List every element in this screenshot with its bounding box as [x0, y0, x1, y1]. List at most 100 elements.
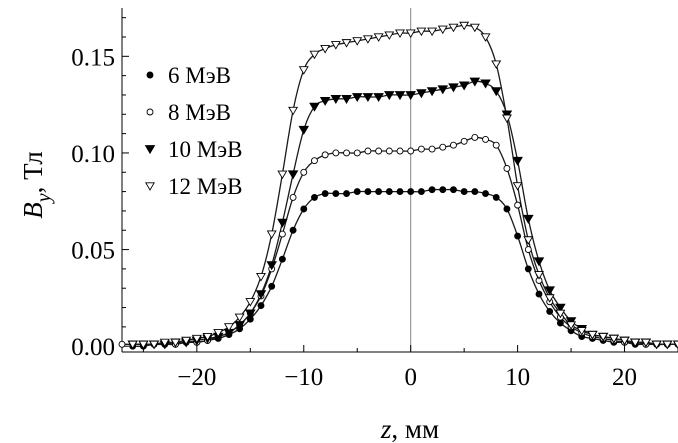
data-point-series-2 — [385, 147, 393, 155]
x-axis-title-unit: , мм — [391, 414, 439, 443]
data-point-series-1 — [407, 188, 415, 196]
x-tick-label: −20 — [177, 364, 216, 391]
data-point-series-4 — [416, 27, 427, 37]
data-point-series-1 — [417, 188, 425, 196]
data-point-series-4 — [630, 338, 641, 348]
data-point-series-1 — [471, 188, 479, 196]
data-point-series-2 — [439, 143, 447, 151]
data-point-series-3 — [319, 96, 331, 106]
data-point-series-4 — [256, 273, 266, 282]
data-point-series-3 — [362, 93, 374, 103]
data-point-series-1 — [546, 307, 554, 315]
data-point-series-4 — [469, 23, 480, 33]
data-point-series-3 — [298, 125, 310, 135]
x-tick-label: 20 — [612, 364, 637, 391]
data-point-series-4 — [512, 182, 523, 191]
data-point-series-2 — [460, 137, 468, 145]
y-tick-label: 0.00 — [71, 334, 115, 361]
data-point-series-4 — [127, 340, 138, 350]
axis-titles: z, мм By, Тл — [18, 151, 439, 443]
data-point-series-3 — [490, 87, 502, 97]
data-point-series-1 — [428, 186, 436, 194]
x-tick-label: 0 — [404, 364, 417, 391]
data-point-series-2 — [332, 149, 340, 157]
data-point-series-1 — [524, 265, 532, 273]
data-point-series-4 — [330, 41, 341, 50]
data-point-series-2 — [407, 147, 415, 155]
legend-label-2: 8 МэВ — [168, 100, 231, 125]
data-point-series-4 — [309, 50, 320, 60]
y-axis-title-sub: y — [33, 193, 55, 204]
fit-curve-4 — [132, 24, 678, 346]
data-point-series-4 — [245, 298, 256, 307]
data-point-series-4 — [138, 340, 149, 350]
data-point-series-3 — [373, 93, 384, 103]
legend-marker-3 — [144, 145, 156, 155]
data-point-series-1 — [396, 188, 404, 196]
data-point-series-3 — [266, 261, 277, 271]
data-point-series-1 — [503, 205, 511, 213]
data-point-series-4 — [234, 313, 245, 323]
data-point-series-2 — [289, 193, 297, 201]
legend-marker-1 — [146, 71, 154, 79]
data-point-series-3 — [416, 89, 427, 99]
data-point-series-4 — [640, 338, 651, 348]
data-point-series-3 — [405, 91, 416, 101]
data-point-series-4 — [373, 33, 384, 42]
data-point-series-2 — [450, 141, 457, 149]
data-point-series-2 — [471, 134, 479, 141]
data-point-series-4 — [213, 329, 224, 338]
data-point-series-4 — [384, 31, 395, 40]
data-point-series-4 — [202, 332, 213, 342]
data-point-series-1 — [364, 188, 372, 196]
data-point-series-4 — [170, 338, 181, 348]
data-point-series-3 — [394, 91, 406, 101]
data-point-series-4 — [501, 114, 512, 124]
y-tick-label: 0.05 — [71, 238, 115, 265]
data-point-series-4 — [352, 37, 363, 46]
data-point-series-1 — [332, 190, 340, 197]
data-point-series-4 — [523, 236, 534, 245]
data-point-series-3 — [523, 214, 534, 224]
legend-marker-4 — [145, 182, 155, 191]
data-point-series-1 — [375, 188, 383, 196]
y-axis-title-var: B — [18, 202, 48, 219]
data-markers — [118, 21, 678, 350]
data-point-series-2 — [417, 145, 425, 153]
data-point-series-3 — [277, 218, 288, 228]
data-point-series-4 — [480, 33, 491, 42]
data-point-series-1 — [450, 186, 457, 194]
data-point-series-4 — [662, 340, 673, 350]
axes: −20 −10 0 10 20 0.00 0.05 0.10 0.15 — [71, 8, 678, 391]
data-point-series-3 — [469, 77, 481, 87]
data-point-series-3 — [330, 95, 342, 104]
data-point-series-4 — [651, 340, 662, 350]
data-point-series-4 — [298, 66, 309, 75]
data-point-series-4 — [608, 334, 619, 344]
data-point-series-4 — [223, 323, 234, 332]
data-point-series-4 — [405, 29, 416, 39]
data-point-series-4 — [673, 340, 678, 350]
data-point-series-2 — [118, 340, 126, 348]
data-point-series-4 — [534, 271, 544, 280]
data-point-series-4 — [277, 170, 288, 180]
x-axis-title: z, мм — [380, 414, 439, 443]
data-point-series-4 — [566, 321, 577, 330]
data-point-series-3 — [448, 83, 459, 93]
data-point-series-3 — [480, 79, 491, 89]
data-point-series-2 — [396, 147, 404, 155]
data-point-series-3 — [351, 93, 363, 103]
data-point-series-4 — [266, 230, 277, 239]
data-point-series-2 — [514, 201, 522, 209]
legend: 6 МэВ 8 МэВ 10 МэВ 12 МэВ — [144, 63, 242, 199]
data-point-series-3 — [512, 156, 523, 166]
data-point-series-1 — [353, 188, 361, 196]
x-tick-label: −10 — [284, 364, 323, 391]
data-point-series-3 — [309, 102, 320, 112]
y-axis-title-unit: , Тл — [18, 151, 48, 193]
data-point-series-4 — [459, 21, 470, 31]
data-point-series-4 — [191, 334, 202, 344]
legend-label-4: 12 МэВ — [168, 174, 242, 199]
